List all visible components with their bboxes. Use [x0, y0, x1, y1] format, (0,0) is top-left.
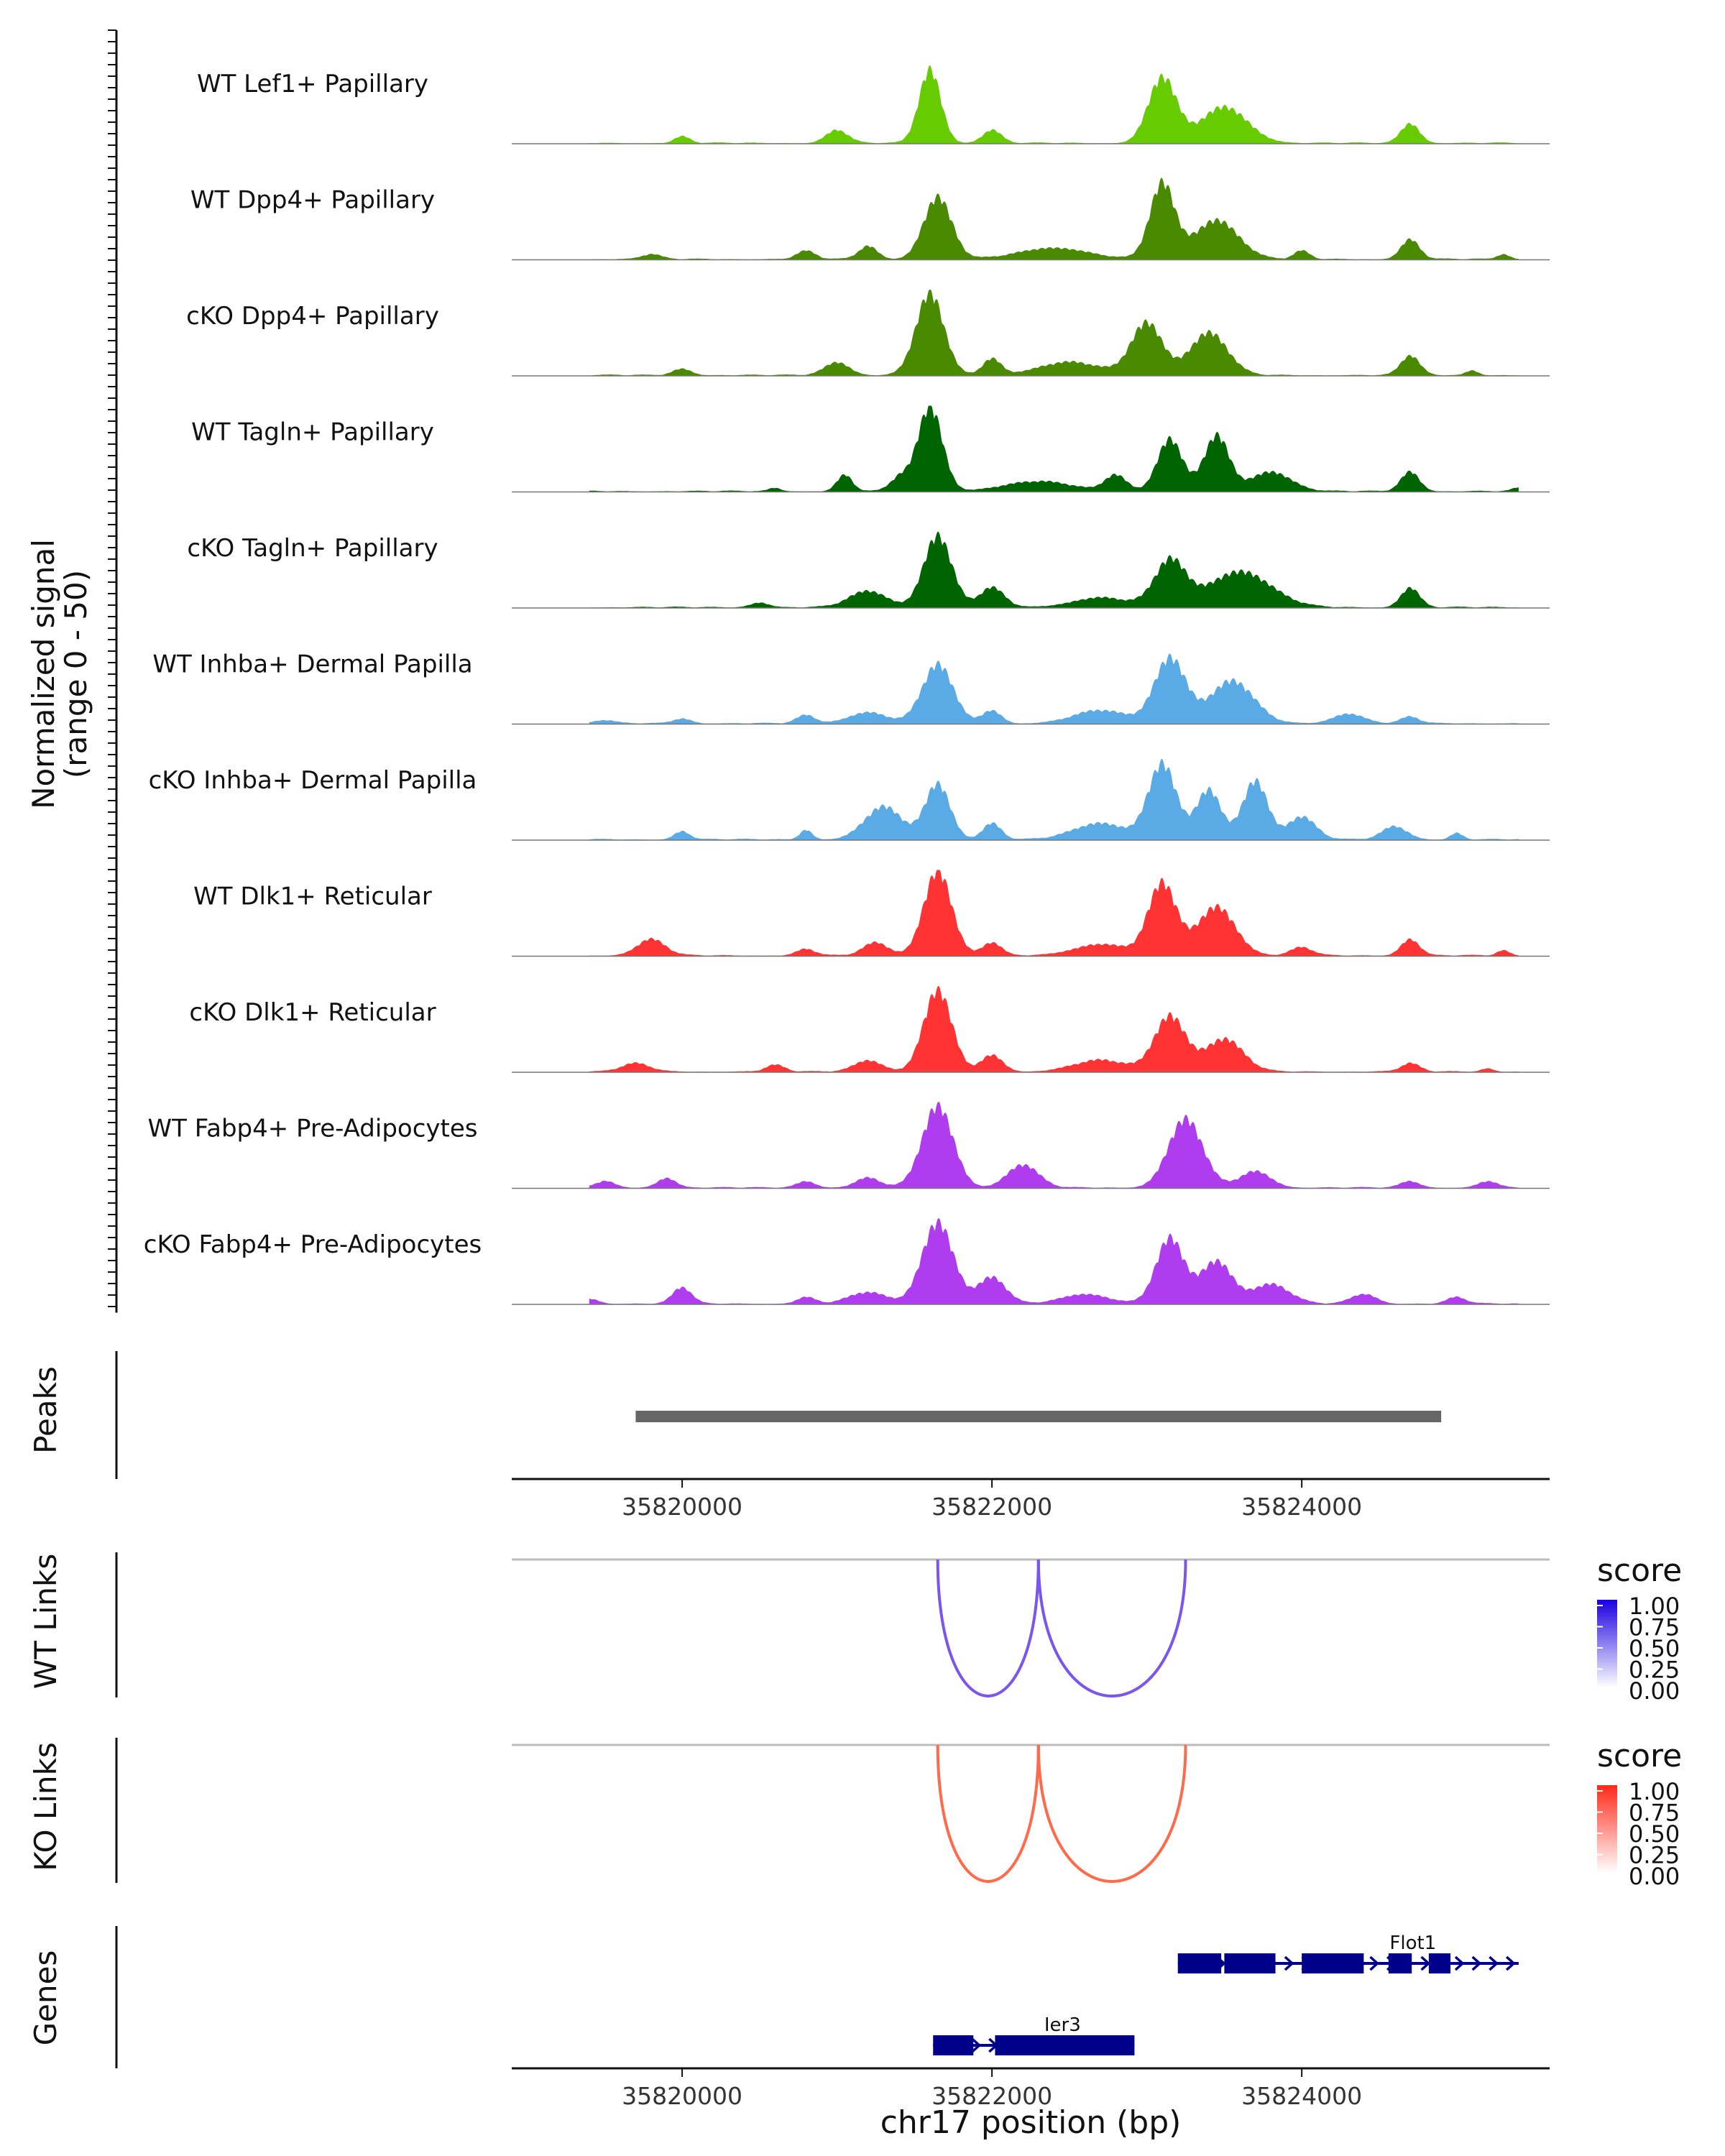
- genes-label: Genes: [28, 1950, 63, 2046]
- coverage-ylabel-line1: Normalized signal: [26, 539, 61, 809]
- coverage-area: [589, 1218, 1519, 1304]
- track-label: WT Tagln+ Papillary: [191, 418, 434, 447]
- coverage-tracks: WT Lef1+ Papillary WT Dpp4+ Papillary cKO …: [144, 65, 1550, 1305]
- coverage-area: [589, 870, 1519, 957]
- coverage-track: cKO Inhba+ Dermal Papilla: [149, 758, 1550, 841]
- coverage-area: [589, 290, 1519, 376]
- track-label: cKO Dlk1+ Reticular: [189, 998, 436, 1027]
- coverage-y-axis: [108, 29, 118, 1313]
- coverage-track: WT Inhba+ Dermal Papilla: [152, 650, 1550, 725]
- wt-links-label: WT Links: [28, 1554, 63, 1689]
- link-arc: [936, 1559, 1040, 1697]
- legend-colorbar: [1597, 1600, 1617, 1687]
- legend-tick-label: 0.00: [1629, 1677, 1680, 1705]
- gene-exon: [1177, 1953, 1222, 1973]
- x-tick-label: 35820000: [622, 2082, 742, 2110]
- x-axis-title: chr17 position (bp): [880, 2104, 1182, 2141]
- x-axis-top: 35820000 35822000 35824000: [512, 1478, 1550, 1521]
- coverage-track: cKO Dlk1+ Reticular: [189, 986, 1550, 1073]
- gene-name: Flot1: [1389, 1932, 1436, 1954]
- coverage-area: [589, 653, 1519, 724]
- ko-links-label: KO Links: [28, 1742, 63, 1871]
- link-arc: [1036, 1559, 1187, 1697]
- gene-exon: [995, 2035, 1135, 2055]
- track-label: WT Lef1+ Papillary: [197, 70, 428, 98]
- coverage-area: [589, 178, 1519, 260]
- track-label: cKO Tagln+ Papillary: [187, 534, 438, 563]
- coverage-track: WT Tagln+ Papillary: [191, 405, 1550, 493]
- coverage-area: [589, 531, 1519, 608]
- gene-model: Flot1: [1177, 1932, 1519, 1973]
- track-label: cKO Dpp4+ Papillary: [186, 302, 439, 331]
- x-tick-label: 35820000: [622, 1493, 742, 1521]
- legend-tick-label: 0.00: [1629, 1863, 1680, 1890]
- coverage-track: cKO Tagln+ Papillary: [187, 531, 1550, 609]
- x-tick-label: 35822000: [932, 2082, 1052, 2110]
- legend-tick-label: 0.25: [1629, 1842, 1680, 1869]
- legend-colorbar: [1597, 1785, 1617, 1873]
- legend-tick-label: 1.00: [1629, 1593, 1680, 1620]
- legend-tick-label: 0.75: [1629, 1614, 1680, 1641]
- peaks-label: Peaks: [28, 1366, 63, 1454]
- link-arc: [1036, 1744, 1187, 1883]
- coverage-area: [589, 65, 1519, 144]
- peaks-panel: Peaks: [28, 1351, 1442, 1479]
- strand-arrow: [1505, 1955, 1516, 1971]
- coverage-area: [589, 758, 1519, 840]
- gene-exon: [1302, 1953, 1364, 1973]
- coverage-area: [589, 986, 1519, 1072]
- coverage-track: cKO Dpp4+ Papillary: [186, 290, 1550, 377]
- strand-arrow: [1454, 1955, 1465, 1971]
- coverage-track: WT Fabp4+ Pre-Adipocytes: [148, 1102, 1550, 1189]
- wt-score-legend: score 1.000.750.500.250.00: [1597, 1552, 1682, 1705]
- track-label: WT Dpp4+ Papillary: [190, 186, 435, 215]
- track-label: WT Inhba+ Dermal Papilla: [152, 650, 472, 679]
- strand-arrow: [1369, 1955, 1380, 1971]
- strand-arrow: [1420, 1955, 1431, 1971]
- legend-tick-label: 0.25: [1629, 1657, 1680, 1684]
- x-tick-label: 35824000: [1241, 1493, 1362, 1521]
- coverage-ylabel-line2: (range 0 - 50): [58, 570, 93, 778]
- legend-tick-label: 1.00: [1629, 1778, 1680, 1805]
- legend-tick-label: 0.50: [1629, 1820, 1680, 1848]
- gene-exon: [1428, 1953, 1451, 1973]
- ko-links-panel: KO Links: [28, 1738, 1550, 1883]
- track-label: cKO Inhba+ Dermal Papilla: [149, 766, 477, 795]
- ko-legend-title: score: [1597, 1738, 1682, 1774]
- gene-exon: [1388, 1953, 1412, 1973]
- genes-panel: Genes Flot1 Ier3: [28, 1926, 1519, 2068]
- coverage-track: WT Lef1+ Papillary: [197, 65, 1550, 144]
- peak-interval: [635, 1411, 1442, 1422]
- legend-tick-label: 0.50: [1629, 1635, 1680, 1662]
- gene-name: Ier3: [1044, 2014, 1081, 2036]
- link-arc: [936, 1744, 1040, 1883]
- coverage-area: [589, 405, 1519, 492]
- gene-exon: [933, 2035, 974, 2055]
- strand-arrow: [1489, 1955, 1499, 1971]
- strand-arrow: [1471, 1955, 1482, 1971]
- gene-model: Ier3: [933, 2014, 1135, 2055]
- wt-legend-title: score: [1597, 1552, 1682, 1589]
- strand-arrow: [1284, 1955, 1294, 1971]
- legend-tick-label: 0.75: [1629, 1800, 1680, 1827]
- coverage-track: WT Dlk1+ Reticular: [193, 870, 1550, 957]
- track-label: WT Dlk1+ Reticular: [193, 883, 432, 911]
- coverage-ylabel: Normalized signal (range 0 - 50): [26, 539, 93, 809]
- coverage-area: [589, 1102, 1519, 1189]
- gene-exon: [1224, 1953, 1276, 1973]
- x-tick-label: 35824000: [1241, 2082, 1362, 2110]
- coverage-track: WT Dpp4+ Papillary: [190, 178, 1550, 261]
- x-tick-label: 35822000: [932, 1493, 1052, 1521]
- coverage-track: cKO Fabp4+ Pre-Adipocytes: [144, 1218, 1550, 1305]
- ko-score-legend: score 1.000.750.500.250.00: [1597, 1738, 1682, 1890]
- wt-links-panel: WT Links: [28, 1552, 1550, 1697]
- track-label: cKO Fabp4+ Pre-Adipocytes: [144, 1230, 482, 1259]
- strand-arrow: [971, 2037, 982, 2053]
- track-label: WT Fabp4+ Pre-Adipocytes: [148, 1115, 478, 1143]
- x-axis-bottom: chr17 position (bp) 35820000 35822000 3582…: [512, 2067, 1550, 2141]
